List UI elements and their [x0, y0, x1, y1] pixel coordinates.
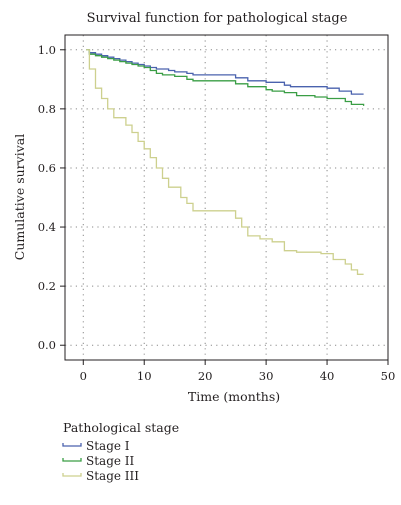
legend-swatch [62, 473, 82, 477]
chart-title: Survival function for pathological stage [87, 11, 348, 26]
legend-title: Pathological stage [63, 420, 179, 435]
legend-label: Stage III [86, 469, 139, 483]
y-tick-label: 0.6 [38, 161, 56, 175]
plot-frame [64, 34, 389, 361]
x-tick-label: 20 [198, 369, 213, 383]
axis-ticks: 0 10 20 30 40 50 0.0 0.2 0.4 0.6 0.8 1.0 [38, 43, 396, 383]
y-tick-label: 0.4 [38, 220, 56, 234]
legend-swatch [62, 443, 82, 447]
y-tick-label: 1.0 [38, 43, 56, 57]
x-axis-label: Time (months) [188, 389, 280, 404]
y-axis-label: Cumulative survival [12, 134, 27, 260]
legend-swatch [62, 458, 82, 462]
y-tick-label: 0.2 [38, 279, 56, 293]
legend-item: Stage II [62, 454, 135, 468]
series-lines [86, 49, 365, 275]
series-line-stage-1 [86, 49, 364, 95]
legend-label: Stage I [86, 439, 130, 453]
x-tick-label: 10 [137, 369, 152, 383]
x-tick-label: 0 [80, 369, 87, 383]
legend-label: Stage II [86, 454, 135, 468]
legend-item: Stage I [62, 439, 130, 453]
x-tick-label: 40 [320, 369, 335, 383]
grid [65, 35, 389, 360]
y-tick-label: 0.0 [38, 338, 56, 352]
series-line-stage-3 [86, 49, 364, 275]
legend-item: Stage III [62, 469, 139, 483]
x-tick-label: 30 [259, 369, 274, 383]
y-tick-label: 0.8 [38, 102, 56, 116]
x-tick-label: 50 [381, 369, 396, 383]
series-line-stage-2 [86, 49, 365, 106]
